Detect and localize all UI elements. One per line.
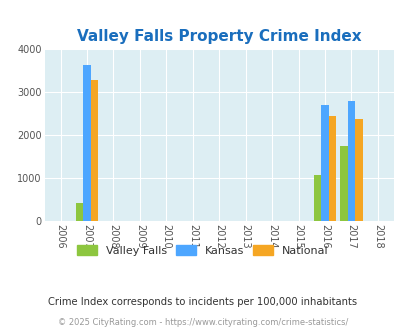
Title: Valley Falls Property Crime Index: Valley Falls Property Crime Index — [77, 29, 361, 44]
Legend: Valley Falls, Kansas, National: Valley Falls, Kansas, National — [72, 241, 333, 260]
Bar — [83, 64, 90, 221]
Bar — [354, 119, 362, 221]
Bar — [347, 101, 354, 221]
Bar — [328, 116, 335, 221]
Bar — [320, 105, 328, 221]
Text: © 2025 CityRating.com - https://www.cityrating.com/crime-statistics/: © 2025 CityRating.com - https://www.city… — [58, 318, 347, 327]
Bar — [339, 147, 347, 221]
Bar — [76, 203, 83, 221]
Text: Crime Index corresponds to incidents per 100,000 inhabitants: Crime Index corresponds to incidents per… — [48, 297, 357, 307]
Bar — [313, 175, 320, 221]
Bar — [90, 81, 98, 221]
